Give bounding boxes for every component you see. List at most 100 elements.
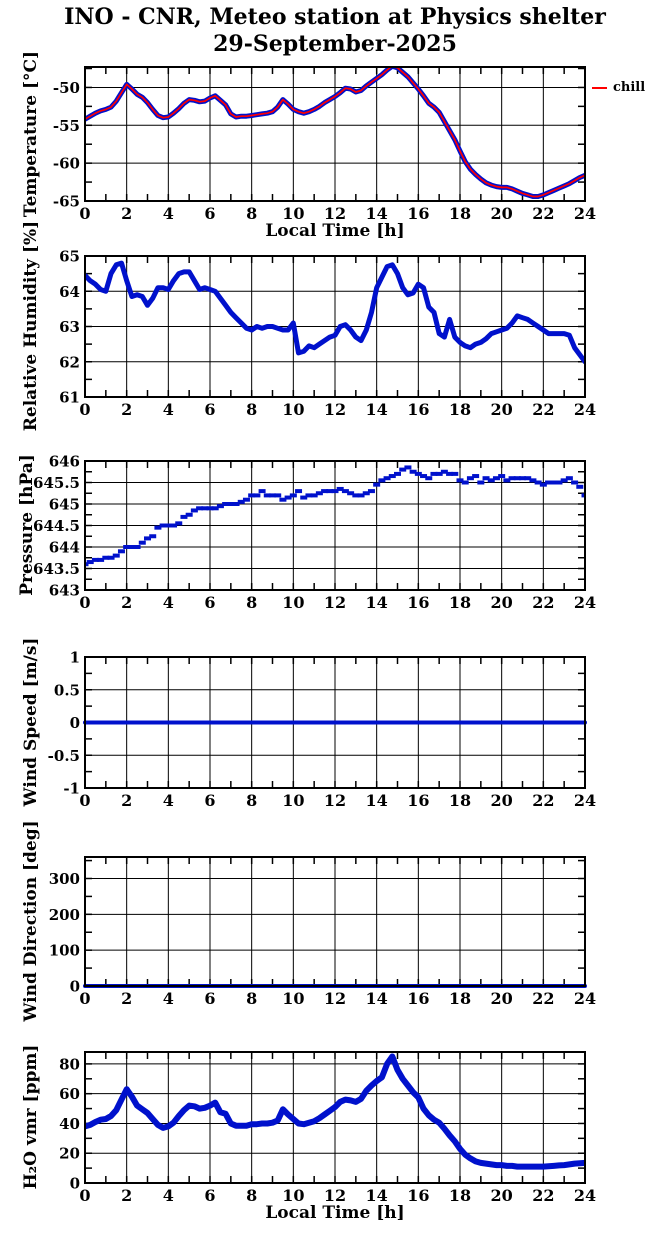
y-tick-label: 643.5 [33, 560, 80, 578]
page-subtitle-date: 29-September-2025 [213, 31, 457, 57]
y-tick-label: -65 [53, 193, 80, 211]
x-tick-label: 14 [366, 593, 388, 612]
x-tick-label: 20 [491, 791, 513, 810]
plot-frame [84, 460, 586, 591]
x-tick-label: 16 [407, 204, 429, 223]
h2o-vmr-series [85, 1053, 585, 1170]
y-tick-label: 64 [59, 283, 80, 301]
x-tick-label: 24 [574, 1186, 596, 1205]
x-tick-label: 8 [246, 791, 257, 810]
x-tick-label: 22 [532, 400, 554, 419]
x-tick-label: 18 [449, 1186, 471, 1205]
chill-series [85, 66, 585, 198]
plot-frame [84, 255, 586, 398]
pressure-series [85, 465, 585, 567]
x-axis-title-bottom: Local Time [h] [265, 1203, 405, 1223]
y-tick-label: 644.5 [33, 517, 80, 535]
x-tick-label: 0 [79, 204, 90, 223]
y-axis-title-wind-direction: Wind Direction [deg] [21, 820, 41, 1022]
x-tick-label: 10 [282, 791, 304, 810]
x-tick-label: 2 [121, 204, 132, 223]
x-tick-label: 18 [449, 593, 471, 612]
x-tick-label: 0 [79, 989, 90, 1008]
x-tick-label: 22 [532, 1186, 554, 1205]
x-tick-label: 8 [246, 1186, 257, 1205]
x-tick-label: 4 [163, 593, 174, 612]
y-tick-label: 62 [59, 353, 80, 371]
chart-temperature: -50-55-60-650 2 4 6 8 10 12 14 16 18 20 22 24 [53, 66, 596, 223]
y-tick-label: 645 [49, 496, 80, 514]
x-tick-label: 4 [163, 1186, 174, 1205]
x-tick-label: 6 [204, 791, 215, 810]
x-tick-label: 24 [574, 791, 596, 810]
x-tick-label: 18 [449, 204, 471, 223]
x-tick-label: 12 [324, 204, 346, 223]
y-tick-label: 0.5 [54, 681, 80, 699]
y-tick-label: 0 [70, 1175, 80, 1193]
x-tick-label: 16 [407, 593, 429, 612]
x-tick-label: 24 [574, 204, 596, 223]
y-axis-title-wind-speed: Wind Speed [m/s] [21, 637, 41, 807]
y-tick-label: 20 [59, 1145, 80, 1163]
y-tick-label: 646 [49, 453, 80, 471]
x-tick-label: 16 [407, 400, 429, 419]
y-axis-title-pressure: Pressure [hPa] [17, 454, 37, 596]
y-tick-label: 61 [59, 389, 80, 407]
y-tick-label: 60 [59, 1085, 80, 1103]
x-tick-label: 18 [449, 791, 471, 810]
relative-humidity-series [85, 260, 585, 365]
y-tick-label: -50 [53, 79, 80, 97]
y-tick-label: 100 [49, 942, 80, 960]
chart-wind-speed: 10.50-0.5-10 2 4 6 8 10 12 14 16 18 20 22 24 [48, 649, 596, 811]
x-tick-label: 12 [324, 1186, 346, 1205]
x-tick-label: 4 [163, 400, 174, 419]
x-tick-label: 22 [532, 791, 554, 810]
x-tick-label: 12 [324, 989, 346, 1008]
x-tick-label: 18 [449, 989, 471, 1008]
x-tick-label: 14 [366, 400, 388, 419]
x-tick-label: 14 [366, 1186, 388, 1205]
x-tick-label: 18 [449, 400, 471, 419]
y-tick-label: 1 [70, 649, 80, 667]
x-tick-label: 8 [246, 989, 257, 1008]
y-axis-title-humidity: Relative Humidity [%] [21, 220, 41, 432]
y-tick-label: 300 [49, 870, 80, 888]
x-tick-label: 2 [121, 791, 132, 810]
x-tick-label: 8 [246, 593, 257, 612]
x-tick-label: 24 [574, 593, 596, 612]
x-tick-label: 0 [79, 593, 90, 612]
x-tick-label: 16 [407, 1186, 429, 1205]
x-tick-label: 12 [324, 400, 346, 419]
x-tick-label: 6 [204, 593, 215, 612]
x-tick-label: 4 [163, 791, 174, 810]
x-tick-label: 14 [366, 989, 388, 1008]
x-tick-label: 4 [163, 204, 174, 223]
x-tick-label: 10 [282, 400, 304, 419]
y-axis-title-h2o-vmr: H₂O vmr [ppm] [21, 1044, 41, 1190]
page-title: INO - CNR, Meteo station at Physics shel… [64, 4, 606, 30]
x-tick-label: 6 [204, 1186, 215, 1205]
y-tick-label: 63 [59, 318, 80, 336]
x-tick-label: 10 [282, 1186, 304, 1205]
y-tick-label: 645.5 [33, 474, 80, 492]
x-tick-label: 2 [121, 1186, 132, 1205]
x-tick-label: 10 [282, 204, 304, 223]
y-tick-label: 644 [49, 539, 80, 557]
x-tick-label: 14 [366, 791, 388, 810]
x-tick-label: 20 [491, 400, 513, 419]
y-tick-label: 40 [59, 1115, 80, 1133]
y-tick-label: 200 [49, 906, 80, 924]
y-tick-label: 0 [70, 714, 80, 732]
plot-frame [84, 856, 586, 987]
legend-chill-label: chill [613, 80, 646, 95]
y-tick-label: 0 [70, 978, 80, 996]
x-axis-title-top: Local Time [h] [265, 221, 405, 241]
x-tick-label: 20 [491, 204, 513, 223]
x-tick-label: 2 [121, 593, 132, 612]
x-tick-label: 16 [407, 791, 429, 810]
y-tick-label: -1 [63, 780, 80, 798]
